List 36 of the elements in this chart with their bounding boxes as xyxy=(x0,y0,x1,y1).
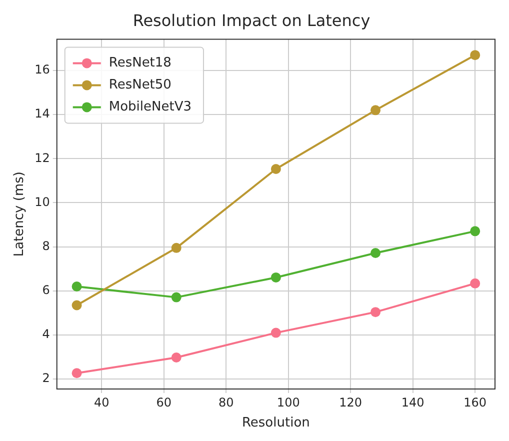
legend-label: ResNet50 xyxy=(108,78,172,93)
point xyxy=(370,248,381,258)
y-tick-label: 16 xyxy=(34,62,50,77)
point xyxy=(171,242,182,253)
x-tick-label: 60 xyxy=(156,395,172,410)
y-tick-label: 14 xyxy=(34,106,50,121)
point xyxy=(470,50,480,60)
y-tick-label: 10 xyxy=(34,194,50,209)
y-tick-label: 4 xyxy=(42,327,50,342)
x-tick-label: 140 xyxy=(401,395,424,410)
point xyxy=(72,300,82,310)
legend-label: MobileNetV3 xyxy=(108,100,192,115)
point xyxy=(270,164,281,174)
legend-label: ResNet18 xyxy=(108,56,172,71)
y-tick-label: 2 xyxy=(42,371,50,386)
point xyxy=(370,105,381,116)
x-axis-title: Resolution xyxy=(242,416,310,431)
chart-title: Resolution Impact on Latency xyxy=(132,10,370,30)
point xyxy=(370,307,381,318)
x-tick-label: 80 xyxy=(218,395,234,410)
point xyxy=(72,282,82,292)
point xyxy=(171,292,182,302)
x-tick-label: 160 xyxy=(464,395,487,410)
point xyxy=(171,352,182,362)
x-tick-label: 100 xyxy=(276,395,300,410)
y-axis-title: Latency (ms) xyxy=(12,172,28,257)
y-tick-label: 12 xyxy=(34,150,50,165)
point xyxy=(470,278,480,288)
point xyxy=(470,226,480,236)
point xyxy=(72,368,82,378)
point xyxy=(270,328,281,338)
x-tick-label: 120 xyxy=(339,395,362,410)
y-tick-label: 6 xyxy=(42,283,50,298)
point xyxy=(270,272,281,282)
y-tick-label: 8 xyxy=(42,238,50,253)
x-tick-label: 40 xyxy=(94,395,110,410)
